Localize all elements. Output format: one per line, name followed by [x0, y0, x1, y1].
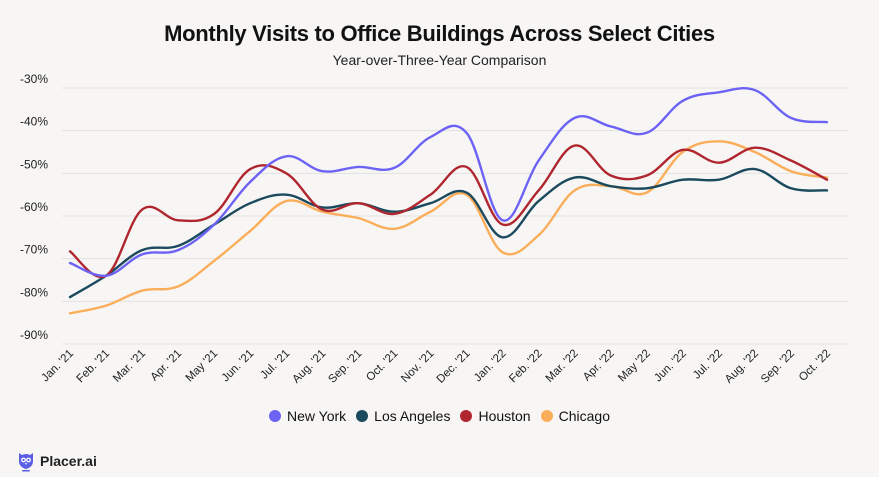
brand-name: Placer.ai — [40, 453, 97, 469]
line-chart: -30%-40%-50%-60%-70%-80%-90% Jan. '21Feb… — [20, 72, 848, 386]
x-tick-label: Sep. '21 — [326, 348, 364, 386]
legend-dot-icon — [540, 410, 553, 422]
x-tick-label: Apr. '21 — [148, 348, 184, 384]
chart-title: Monthly Visits to Office Buildings Acros… — [164, 21, 715, 46]
legend-label: New York — [287, 408, 347, 424]
x-tick-label: Jun. '21 — [220, 348, 257, 385]
legend-label: Houston — [478, 408, 531, 424]
y-tick-label: -40% — [20, 115, 48, 129]
x-tick-label: Mar. '22 — [544, 348, 581, 385]
y-tick-label: -50% — [20, 157, 48, 171]
x-tick-label: Feb. '21 — [75, 348, 113, 386]
legend-item-los-angeles[interactable]: Los Angeles — [356, 408, 450, 424]
x-tick-label: Sep. '22 — [759, 348, 797, 386]
x-tick-label: Jun. '22 — [652, 348, 689, 385]
series-lines — [68, 87, 829, 315]
gridlines — [62, 87, 848, 345]
x-tick-label: Dec. '21 — [435, 348, 473, 386]
y-tick-label: -80% — [20, 285, 48, 299]
y-tick-label: -60% — [20, 200, 48, 214]
legend-dot-icon — [460, 410, 473, 422]
legend-label: Chicago — [558, 408, 610, 424]
legend-item-houston[interactable]: Houston — [460, 408, 531, 424]
x-tick-label: Nov. '21 — [399, 348, 436, 385]
legend: New York Los Angeles Houston Chicago — [0, 408, 879, 424]
x-tick-label: Jan. '21 — [39, 348, 76, 385]
y-tick-label: -90% — [20, 328, 48, 342]
x-tick-label: Mar. '21 — [111, 348, 148, 385]
x-tick-label: Oct. '21 — [364, 348, 400, 384]
x-tick-label: Feb. '22 — [507, 348, 545, 386]
y-tick-label: -70% — [20, 243, 48, 257]
legend-label: Los Angeles — [374, 408, 451, 424]
x-tick-label: Jul. '21 — [258, 348, 292, 382]
y-tick-label: -30% — [20, 72, 48, 86]
legend-dot-icon — [269, 410, 281, 422]
legend-dot-icon — [356, 410, 369, 422]
x-tick-label: May '22 — [616, 348, 653, 385]
x-tick-label: Jan. '22 — [472, 348, 509, 385]
x-tick-label: Aug. '22 — [723, 348, 761, 386]
chart-subtitle: Year-over-Three-Year Comparison — [332, 52, 547, 68]
owl-logo-icon — [19, 453, 33, 472]
series-line-new-york — [68, 87, 829, 277]
legend-item-new-york[interactable]: New York — [269, 408, 346, 424]
legend-item-chicago[interactable]: Chicago — [540, 408, 610, 424]
series-line-los-angeles — [68, 167, 829, 299]
x-tick-label: Jul. '22 — [691, 348, 725, 382]
x-tick-label: Apr. '22 — [581, 348, 617, 384]
x-tick-label: Oct. '22 — [797, 348, 833, 384]
brand-logo: Placer.ai — [17, 450, 97, 472]
x-tick-label: Aug. '21 — [290, 348, 328, 386]
series-line-chicago — [68, 140, 829, 315]
x-tick-label: May '21 — [184, 348, 221, 385]
series-line-houston — [68, 144, 829, 279]
y-axis-ticks: -30% -40% -50% -60% -70% -80% -90% — [20, 72, 48, 342]
